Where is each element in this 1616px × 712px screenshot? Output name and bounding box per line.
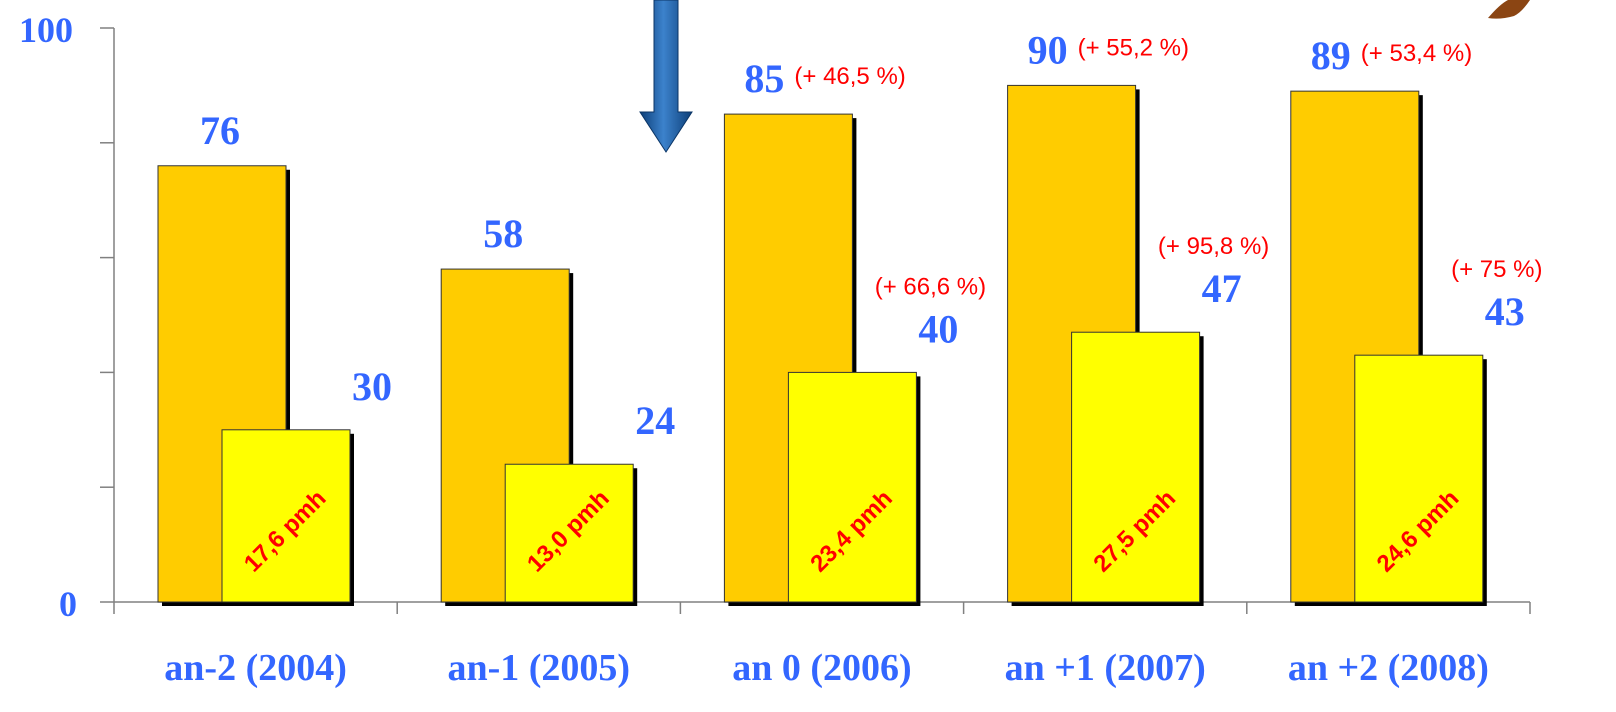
corner-ornament-icon [1488,0,1530,19]
data-label-series-1: 90 [1028,27,1068,72]
data-label-series-1: 58 [483,211,523,256]
change-label-series-1: (+ 46,5 %) [794,63,905,90]
data-label-series-2: 47 [1202,266,1242,311]
bars [157,84,1487,606]
bar-series-2 [1071,331,1201,603]
data-label-series-2: 43 [1485,289,1525,334]
decorations [639,0,1530,153]
data-label-series-1: 76 [200,108,240,153]
data-label-series-2: 30 [352,364,392,409]
x-tick-label: an +2 (2008) [1288,647,1489,689]
down-arrow-icon [639,0,693,153]
bar-series-2 [504,463,634,603]
change-label-series-2: (+ 95,8 %) [1158,233,1269,260]
x-tick-label: an 0 (2006) [732,647,911,689]
data-label-series-1: 89 [1311,33,1351,78]
data-label-series-2: 24 [635,398,675,443]
axes: 0 100 an-2 (2004) an-1 (2005) an 0 (2006) an … [19,10,1531,689]
bar-series-2 [1354,354,1484,603]
bar-series-2 [787,371,917,603]
x-tick-label: an-2 (2004) [164,647,347,689]
change-label-series-1: (+ 55,2 %) [1078,34,1189,61]
data-label-series-2: 40 [918,306,958,351]
x-tick-label: an-1 (2005) [447,647,630,689]
y-tick-label: 0 [59,584,77,624]
data-label-series-1: 85 [744,56,784,101]
change-label-series-1: (+ 53,4 %) [1361,40,1472,67]
y-tick-label: 100 [19,10,73,50]
bar-series-2 [221,429,351,603]
x-tick-label: an +1 (2007) [1005,647,1206,689]
change-label-series-2: (+ 66,6 %) [875,273,986,300]
change-label-series-2: (+ 75 %) [1451,256,1542,283]
